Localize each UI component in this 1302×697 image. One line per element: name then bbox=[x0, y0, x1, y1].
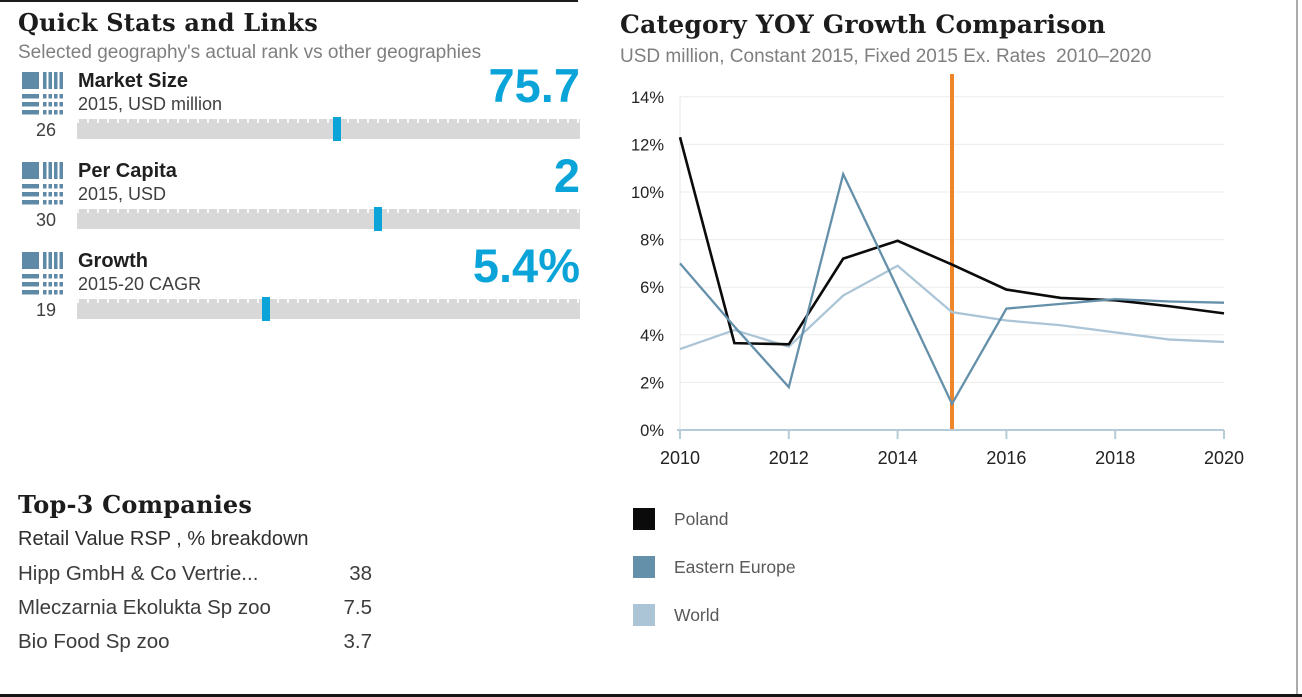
chart-subtitle: USD million, Constant 2015, Fixed 2015 E… bbox=[620, 46, 1152, 67]
company-row: Hipp GmbH & Co Vertrie... 38 bbox=[18, 562, 372, 586]
svg-text:2016: 2016 bbox=[986, 448, 1026, 468]
stat-label: Per Capita bbox=[78, 160, 177, 182]
top-companies-title: Top-3 Companies bbox=[18, 490, 253, 519]
chart-title: Category YOY Growth Comparison bbox=[620, 10, 1106, 39]
company-row: Mleczarnia Ekolukta Sp zoo 7.5 bbox=[18, 596, 372, 620]
svg-text:0%: 0% bbox=[640, 422, 664, 440]
svg-text:2018: 2018 bbox=[1095, 448, 1135, 468]
stat-rank: 19 bbox=[35, 300, 56, 320]
chart-legend: Poland Eastern Europe World bbox=[633, 508, 796, 652]
data-grid-icon bbox=[22, 252, 63, 295]
legend-swatch-world bbox=[633, 604, 655, 626]
rank-bar bbox=[77, 297, 580, 321]
stat-row-per-capita[interactable]: Per Capita 2015, USD 2 30 bbox=[0, 150, 580, 252]
stat-row-market-size[interactable]: Market Size 2015, USD million 75.7 26 bbox=[0, 60, 580, 162]
panel-top-border bbox=[0, 0, 578, 2]
rank-bar bbox=[77, 207, 580, 231]
svg-text:12%: 12% bbox=[631, 136, 664, 154]
panel-right-border bbox=[1296, 0, 1298, 697]
stat-value: 5.4% bbox=[472, 239, 580, 292]
data-grid-icon bbox=[22, 162, 63, 205]
stat-value: 75.7 bbox=[488, 59, 580, 112]
company-name: Hipp GmbH & Co Vertrie... bbox=[18, 562, 259, 585]
svg-text:14%: 14% bbox=[631, 89, 664, 107]
yoy-growth-line-chart: 0% 2% 4% 6% 8% 10% 12% 14% 2010 2012 2014 2016 2018 2… bbox=[631, 74, 1244, 468]
svg-text:2012: 2012 bbox=[769, 448, 809, 468]
rank-marker bbox=[373, 207, 382, 231]
stat-sublabel: 2015-20 CAGR bbox=[78, 274, 202, 294]
legend-swatch-eastern-europe bbox=[633, 556, 655, 578]
company-share: 7.5 bbox=[343, 596, 373, 619]
svg-text:2020: 2020 bbox=[1204, 448, 1244, 468]
company-name: Bio Food Sp zoo bbox=[18, 630, 170, 653]
stat-value: 2 bbox=[553, 149, 580, 202]
legend-label: Poland bbox=[674, 508, 729, 529]
svg-text:2014: 2014 bbox=[878, 448, 918, 468]
svg-text:10%: 10% bbox=[631, 184, 664, 202]
rank-bar bbox=[77, 117, 580, 141]
rank-marker bbox=[261, 297, 270, 321]
data-grid-icon bbox=[22, 72, 63, 115]
svg-text:6%: 6% bbox=[640, 279, 664, 297]
rank-marker bbox=[332, 117, 341, 141]
legend-label: Eastern Europe bbox=[674, 556, 796, 577]
company-row: Bio Food Sp zoo 3.7 bbox=[18, 630, 372, 654]
stat-row-growth[interactable]: Growth 2015-20 CAGR 5.4% 19 bbox=[0, 240, 580, 342]
legend-item-world[interactable]: World bbox=[633, 604, 796, 626]
legend-swatch-poland bbox=[633, 508, 655, 530]
stat-rank: 26 bbox=[35, 120, 56, 140]
company-share: 3.7 bbox=[343, 630, 373, 653]
quick-stats-subtitle: Selected geography's actual rank vs othe… bbox=[18, 42, 482, 63]
company-name: Mleczarnia Ekolukta Sp zoo bbox=[18, 596, 271, 619]
stat-sublabel: 2015, USD million bbox=[78, 94, 223, 114]
svg-text:2%: 2% bbox=[640, 374, 664, 392]
svg-text:2010: 2010 bbox=[660, 448, 700, 468]
legend-label: World bbox=[674, 604, 720, 625]
svg-text:8%: 8% bbox=[640, 232, 664, 250]
stat-sublabel: 2015, USD bbox=[78, 184, 167, 204]
panel-bottom-border bbox=[0, 694, 1302, 697]
company-share: 38 bbox=[349, 562, 372, 585]
stat-label: Market Size bbox=[78, 70, 189, 92]
top-companies-subtitle: Retail Value RSP , % breakdown bbox=[18, 528, 309, 550]
stat-label: Growth bbox=[78, 250, 148, 272]
legend-item-eastern-europe[interactable]: Eastern Europe bbox=[633, 556, 796, 578]
quick-stats-title: Quick Stats and Links bbox=[18, 8, 318, 37]
svg-text:4%: 4% bbox=[640, 327, 664, 345]
legend-item-poland[interactable]: Poland bbox=[633, 508, 796, 530]
stat-rank: 30 bbox=[35, 210, 56, 230]
